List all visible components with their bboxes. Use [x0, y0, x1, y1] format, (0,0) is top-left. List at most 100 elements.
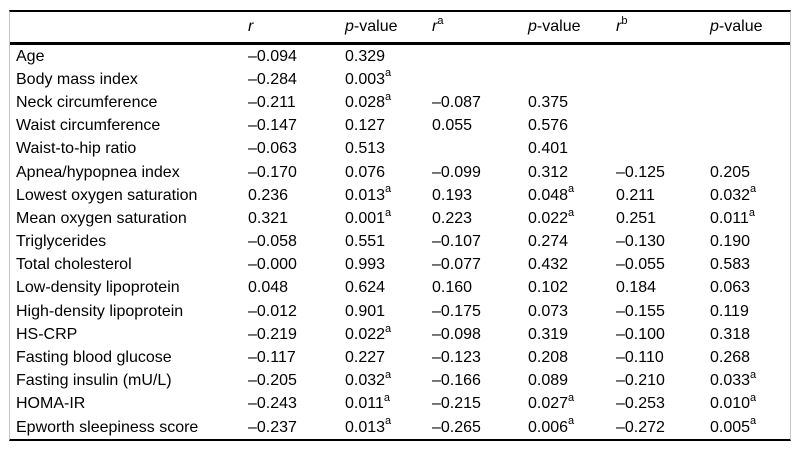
value-cell: –0.210: [616, 370, 710, 393]
value-cell: 0.033a: [710, 369, 790, 393]
value-cell: –0.284: [248, 68, 345, 91]
row-label: Triglycerides: [16, 233, 107, 251]
value-cell: 0.190: [710, 231, 790, 254]
significance-marker: a: [385, 183, 392, 196]
correlation-value: 0.274: [528, 233, 569, 251]
value-cell: 0.010a: [710, 393, 790, 416]
value-cell: 0.048a: [528, 184, 616, 207]
significance-marker: a: [385, 368, 392, 381]
value-cell: 0.022a: [528, 207, 616, 230]
value-cell: 0.013a: [345, 416, 432, 439]
significance-marker: a: [385, 322, 392, 335]
value-cell: 0.227: [345, 346, 432, 369]
correlation-value: –0.055: [616, 256, 665, 274]
header-cell: p-value: [345, 12, 432, 45]
correlation-value: 0.993: [345, 256, 386, 274]
table-row: HS-CRP –0.219 0.022a –0.098 0.319 –0.100 0.318: [10, 323, 790, 346]
correlation-value: 0.028: [345, 93, 386, 111]
header-symbol: r: [616, 18, 622, 35]
correlation-value: –0.000: [248, 256, 297, 274]
correlation-value: –0.170: [248, 163, 297, 181]
value-cell: –0.237: [248, 416, 345, 439]
header-symbol: p: [345, 18, 354, 35]
correlation-value: –0.215: [432, 395, 481, 413]
correlation-value: 0.208: [528, 349, 569, 367]
correlation-value: 0.022: [345, 325, 386, 343]
value-cell: 0.119: [710, 300, 790, 323]
value-cell: 0.375: [528, 91, 616, 114]
value-cell: 0.073: [528, 300, 616, 323]
value-cell: –0.265: [432, 416, 528, 439]
significance-marker: a: [568, 206, 575, 219]
correlation-value: 0.102: [528, 279, 569, 297]
value-cell: –0.055: [616, 254, 710, 277]
header-text: -value: [353, 18, 398, 35]
significance-marker: a: [748, 206, 755, 219]
significance-marker: a: [750, 415, 757, 428]
correlation-value: 0.375: [528, 93, 569, 111]
value-cell: 0.013a: [345, 184, 432, 207]
value-cell: 0.208: [528, 346, 616, 369]
value-cell: 0.032a: [345, 368, 432, 393]
value-cell: 0.551: [345, 231, 432, 254]
correlation-value: –0.284: [248, 70, 297, 88]
value-cell: [710, 44, 790, 69]
value-cell: –0.117: [248, 346, 345, 369]
header-superscript: b: [621, 14, 628, 27]
table-header: r p-value ra p-value rb p-value: [10, 12, 790, 45]
header-superscript: a: [437, 14, 444, 27]
value-cell: 0.583: [710, 254, 790, 277]
significance-marker: a: [385, 206, 392, 219]
value-cell: [616, 44, 710, 69]
header-cell: p-value: [528, 12, 616, 45]
row-label: Lowest oxygen saturation: [16, 186, 198, 204]
header-cell: ra: [432, 12, 528, 45]
table-row: Waist-to-hip ratio –0.063 0.513 0.401: [10, 138, 790, 161]
correlation-value: –0.211: [248, 93, 296, 111]
correlation-value: 0.312: [528, 163, 569, 181]
row-label: Waist circumference: [16, 117, 161, 135]
table-row: Total cholesterol –0.000 0.993 –0.077 0.432 –…: [10, 254, 790, 277]
value-cell: [710, 115, 790, 138]
value-cell: 0.401: [528, 138, 616, 161]
correlation-value: 0.073: [528, 302, 569, 320]
correlation-value: –0.110: [616, 349, 664, 367]
correlation-value: –0.100: [616, 325, 665, 343]
value-cell: [528, 44, 616, 69]
value-cell: –0.215: [432, 393, 528, 416]
correlation-value: 0.205: [710, 163, 751, 181]
header-symbol: p: [528, 18, 537, 35]
row-label: HOMA-IR: [16, 395, 86, 413]
correlation-value: 0.576: [528, 117, 569, 135]
value-cell: 0.432: [528, 254, 616, 277]
significance-marker: a: [568, 392, 575, 405]
value-cell: 0.321: [248, 207, 345, 230]
table-row: Body mass index –0.284 0.003a: [10, 68, 790, 91]
value-cell: 0.160: [432, 277, 528, 300]
value-cell: 0.319: [528, 323, 616, 346]
value-cell: [616, 115, 710, 138]
row-label: Neck circumference: [16, 93, 158, 111]
correlation-value: 0.013: [345, 418, 386, 436]
significance-marker: a: [568, 415, 575, 428]
correlation-value: –0.012: [248, 302, 297, 320]
table-row: Fasting insulin (mU/L) –0.205 0.032a –0.166…: [10, 368, 790, 393]
value-cell: 0.022a: [345, 323, 432, 346]
correlation-value: –0.117: [248, 349, 296, 367]
header-text: -value: [718, 18, 763, 35]
correlation-value: –0.147: [248, 117, 297, 135]
value-cell: –0.170: [248, 161, 345, 184]
value-cell: –0.058: [248, 231, 345, 254]
value-cell: [528, 68, 616, 91]
value-cell: 0.312: [528, 161, 616, 184]
correlation-value: 0.236: [248, 186, 289, 204]
correlation-value: –0.219: [248, 325, 297, 343]
value-cell: –0.094: [248, 44, 345, 69]
value-cell: 0.329: [345, 44, 432, 69]
significance-marker: a: [385, 415, 392, 428]
correlation-value: 0.551: [345, 233, 386, 251]
correlation-value: –0.237: [248, 418, 297, 436]
value-cell: –0.155: [616, 300, 710, 323]
value-cell: 0.028a: [345, 91, 432, 114]
correlation-value: 0.184: [616, 279, 657, 297]
